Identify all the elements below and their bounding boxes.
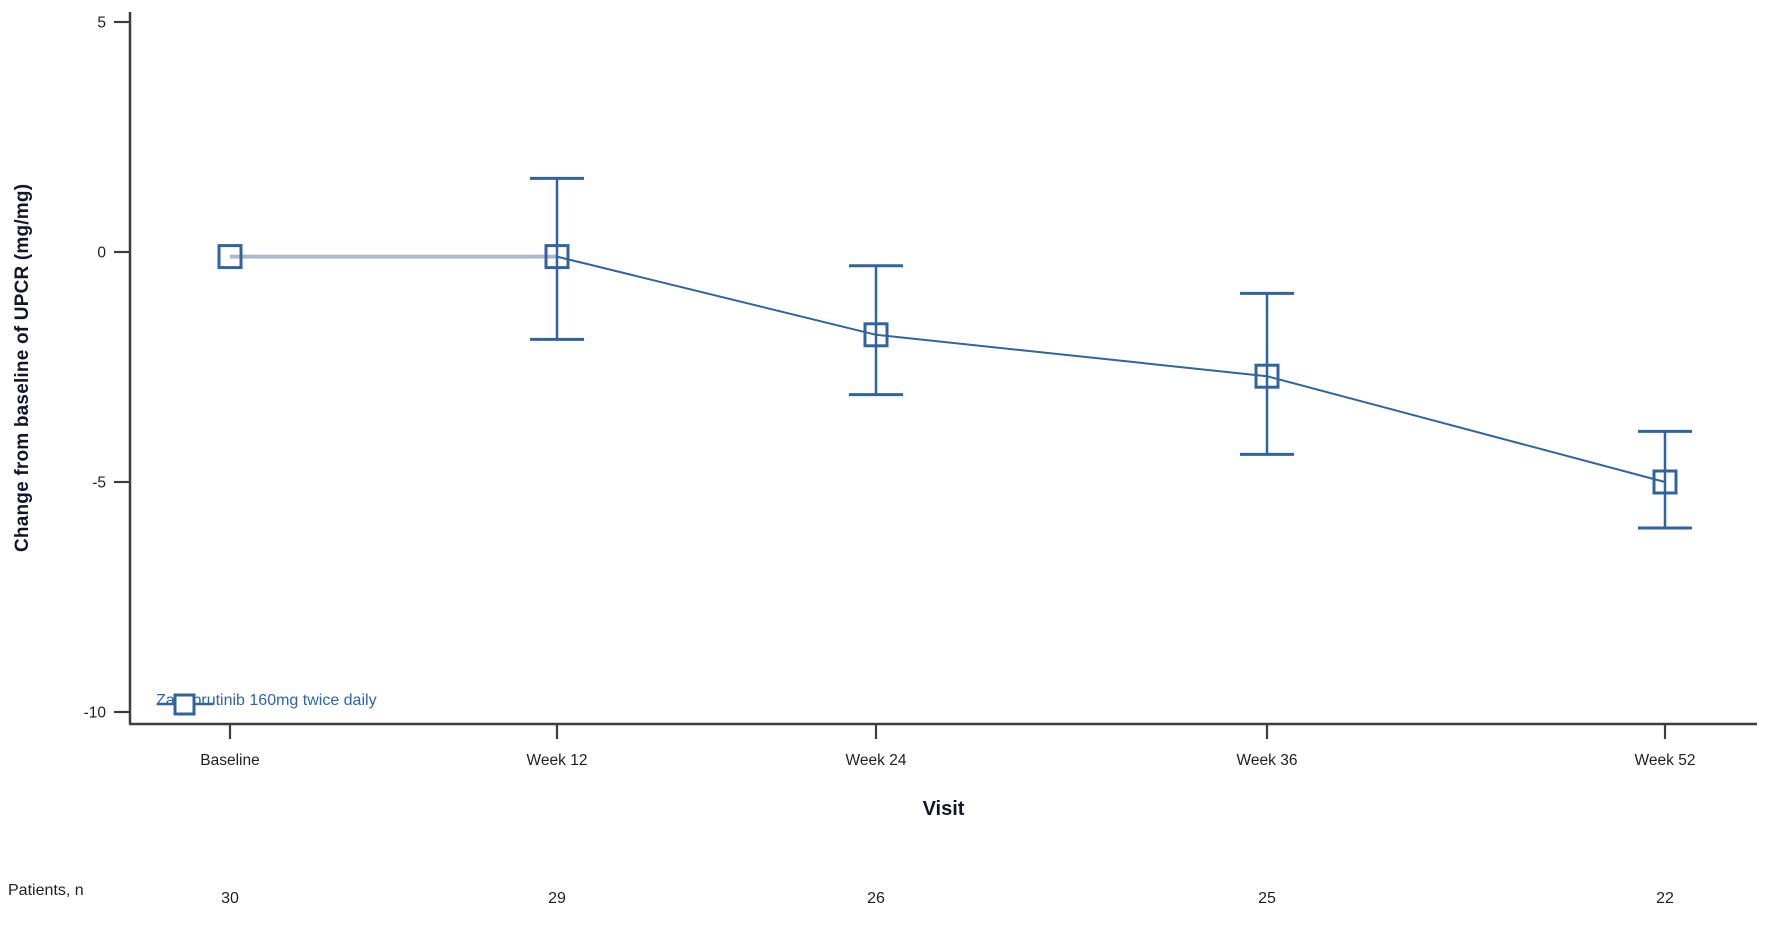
data-point-marker [1652,469,1678,495]
patients-count: 22 [1656,890,1674,907]
patients-count: 30 [221,890,239,907]
y-tick-label: 5 [97,15,106,32]
patients-count: 26 [867,890,885,907]
data-point-marker [1254,363,1280,389]
x-tick-label: Week 52 [1635,752,1696,769]
y-tick-label: 0 [97,245,106,262]
data-point-marker [544,244,570,270]
series-line [556,255,1666,483]
patients-count: 25 [1258,890,1276,907]
x-axis-title: Visit [922,798,965,820]
legend-marker-icon [157,693,213,716]
patients-count: 29 [548,890,566,907]
x-tick-label: Baseline [200,752,259,769]
data-point-marker [217,244,243,270]
data-point-marker [863,322,889,348]
x-tick-label: Week 36 [1237,752,1298,769]
y-axis-title: Change from baseline of UPCR (mg/mg) [12,183,33,553]
x-tick-label: Week 24 [846,752,907,769]
x-tick-label: Week 12 [527,752,588,769]
y-tick-label: -5 [92,475,106,492]
y-tick-label: -10 [84,705,107,722]
legend: Zanubrutinib 160mg twice daily [156,692,377,716]
patients-row-label: Patients, n [8,882,84,899]
